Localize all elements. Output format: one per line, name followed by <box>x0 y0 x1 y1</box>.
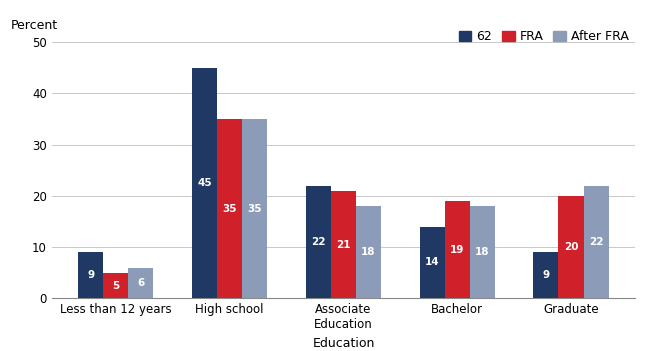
Text: 22: 22 <box>589 237 603 247</box>
Text: 6: 6 <box>137 278 145 288</box>
Text: 35: 35 <box>248 204 262 214</box>
Bar <box>306 186 331 298</box>
Bar <box>128 267 154 298</box>
Bar <box>559 196 583 298</box>
Text: 9: 9 <box>542 270 550 280</box>
Text: 45: 45 <box>198 178 212 188</box>
Text: 21: 21 <box>336 239 351 250</box>
Text: 5: 5 <box>112 280 119 291</box>
Bar <box>242 119 267 298</box>
Text: 35: 35 <box>222 204 237 214</box>
Bar <box>331 191 356 298</box>
X-axis label: Education: Education <box>312 337 375 350</box>
Text: 19: 19 <box>450 245 465 255</box>
Bar <box>420 227 445 298</box>
Bar <box>583 186 608 298</box>
Legend: 62, FRA, After FRA: 62, FRA, After FRA <box>459 31 629 44</box>
Text: 20: 20 <box>564 242 578 252</box>
Text: 9: 9 <box>87 270 95 280</box>
Text: 22: 22 <box>311 237 326 247</box>
Bar <box>78 252 104 298</box>
Bar <box>104 273 128 298</box>
Bar <box>445 201 470 298</box>
Text: Percent: Percent <box>11 19 58 32</box>
Bar <box>533 252 559 298</box>
Text: 18: 18 <box>361 247 376 257</box>
Bar <box>356 206 381 298</box>
Text: 14: 14 <box>425 258 439 267</box>
Bar <box>217 119 242 298</box>
Bar <box>192 68 217 298</box>
Bar <box>470 206 495 298</box>
Text: 18: 18 <box>475 247 489 257</box>
